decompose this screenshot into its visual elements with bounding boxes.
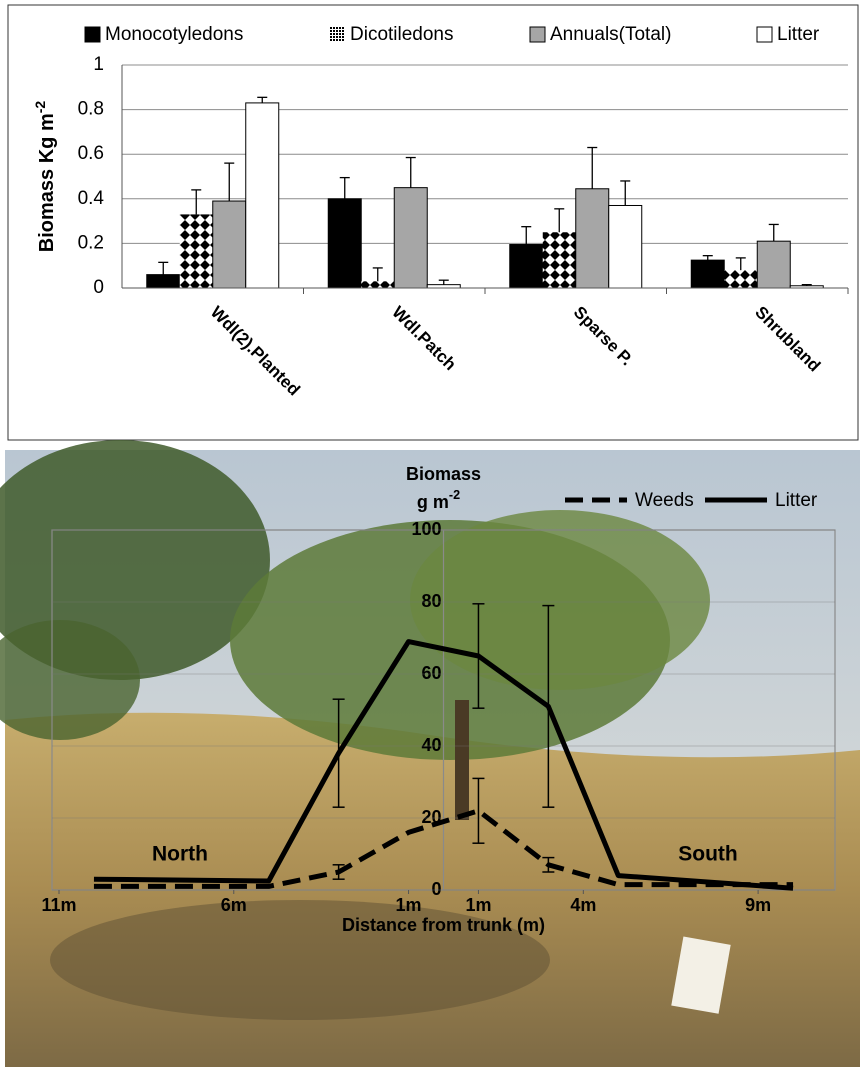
chart-title: Biomass	[406, 464, 481, 484]
legend-label: Litter	[777, 24, 820, 45]
x-tick-label: 9m	[745, 895, 771, 915]
bar	[394, 188, 427, 288]
y-tick-label: 0.6	[78, 143, 104, 164]
y-tick-label: 0	[93, 277, 104, 298]
bar	[609, 205, 642, 288]
bar	[213, 201, 246, 288]
legend-marker	[757, 27, 772, 42]
y-tick-label: 80	[421, 591, 441, 611]
bar	[147, 275, 180, 288]
legend-label: Dicotiledons	[350, 24, 454, 45]
legend-label: Litter	[775, 490, 818, 511]
bar	[576, 189, 609, 288]
bar	[691, 260, 724, 288]
bar	[510, 245, 543, 288]
bar	[724, 270, 757, 288]
bar	[427, 285, 460, 288]
x-axis-label: Distance from trunk (m)	[342, 915, 545, 935]
bar	[361, 281, 394, 288]
legend-marker	[330, 27, 345, 42]
y-tick-label: 40	[421, 735, 441, 755]
chart-subtitle-superscript: -2	[449, 488, 460, 502]
legend-label: Annuals(Total)	[550, 24, 671, 45]
legend-label: Monocotyledons	[105, 24, 243, 45]
panel-frame	[8, 5, 858, 440]
x-tick-label: 11m	[41, 895, 76, 915]
y-tick-label: 0	[431, 879, 441, 899]
page: 00.20.40.60.81Biomass Kg m-2Wdl(2).Plant…	[0, 0, 864, 1067]
chart-subtitle-text: g m	[417, 492, 449, 512]
x-tick-label: 6m	[221, 895, 247, 915]
y-tick-label: 60	[421, 663, 441, 683]
bar	[543, 232, 576, 288]
y-tick-label: 0.4	[78, 188, 105, 209]
legend-label: Weeds	[635, 490, 694, 511]
bar	[757, 241, 790, 288]
bar	[246, 103, 279, 288]
legend-marker	[85, 27, 100, 42]
x-tick-label: 1m	[396, 895, 422, 915]
y-tick-label: 100	[411, 519, 441, 539]
y-tick-label: 0.2	[78, 232, 104, 253]
y-tick-label: 0.8	[78, 99, 104, 120]
legend-marker	[530, 27, 545, 42]
annotation: North	[152, 843, 208, 866]
bar	[328, 199, 361, 288]
x-tick-label: 4m	[570, 895, 596, 915]
y-axis-label-superscript: -2	[32, 101, 48, 114]
y-axis-label-text: Biomass Kg m	[36, 113, 58, 252]
figure: 00.20.40.60.81Biomass Kg m-2Wdl(2).Plant…	[0, 0, 864, 1067]
y-axis-label: Biomass Kg m-2	[32, 101, 59, 253]
annotation: South	[678, 843, 737, 866]
x-tick-label: 1m	[465, 895, 491, 915]
y-tick-label: 1	[93, 54, 104, 75]
bar	[180, 214, 213, 288]
